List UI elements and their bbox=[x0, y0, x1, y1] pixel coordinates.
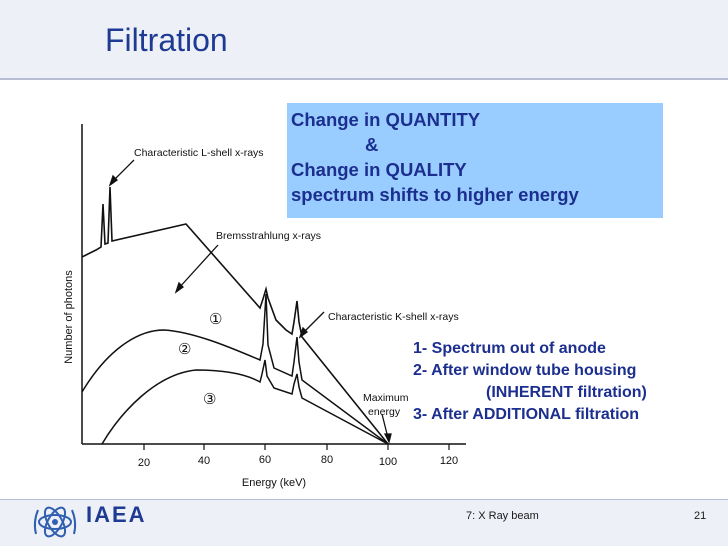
brems-label: Bremsstrahlung x-rays bbox=[216, 230, 321, 242]
spectrum-diagram: 20 40 60 80 100 120 Energy (keV) Number … bbox=[63, 124, 466, 489]
k-shell-label: Characteristic K-shell x-rays bbox=[328, 311, 459, 323]
page-number: 21 bbox=[694, 510, 707, 522]
legend-item-2: 2- After window tube housing bbox=[413, 362, 637, 379]
header-divider bbox=[0, 78, 728, 80]
x-tick-120: 120 bbox=[440, 455, 458, 467]
x-tick-20: 20 bbox=[138, 457, 150, 469]
x-tick-60: 60 bbox=[259, 454, 271, 466]
curve-marker-2: ② bbox=[178, 341, 191, 358]
x-tick-100: 100 bbox=[379, 456, 397, 468]
iaea-emblem-icon bbox=[33, 506, 77, 538]
max-energy-label-1: Maximum bbox=[363, 392, 409, 404]
callout-line-4: spectrum shifts to higher energy bbox=[291, 184, 579, 205]
curve-marker-1: ① bbox=[209, 311, 222, 328]
iaea-logo-text: IAEA bbox=[86, 502, 147, 527]
quantity-quality-callout: Change in QUANTITY & Change in QUALITY s… bbox=[287, 103, 663, 218]
curve-marker-3: ③ bbox=[203, 391, 216, 408]
l-shell-label: Characteristic L-shell x-rays bbox=[134, 147, 264, 159]
brems-arrow bbox=[177, 244, 219, 290]
slide-title: Filtration bbox=[105, 22, 228, 58]
curve-2-inherent bbox=[81, 293, 389, 445]
callout-line-1: Change in QUANTITY bbox=[291, 109, 481, 130]
callout-line-3: Change in QUALITY bbox=[291, 159, 467, 180]
x-axis-label: Energy (keV) bbox=[242, 477, 306, 489]
y-axis-label: Number of photons bbox=[63, 270, 75, 364]
legend-item-1: 1- Spectrum out of anode bbox=[413, 340, 606, 357]
x-tick-80: 80 bbox=[321, 454, 333, 466]
x-tick-40: 40 bbox=[198, 455, 210, 467]
slide-header bbox=[0, 0, 728, 78]
curve-legend: 1- Spectrum out of anode 2- After window… bbox=[413, 338, 647, 426]
callout-line-2: & bbox=[365, 134, 379, 155]
footer-section-label: 7: X Ray beam bbox=[466, 510, 539, 522]
slide-footer bbox=[0, 500, 728, 546]
curve-3-additional bbox=[101, 359, 389, 445]
legend-item-3: 3- After ADDITIONAL filtration bbox=[413, 406, 640, 423]
curve-1-anode bbox=[81, 186, 389, 445]
max-energy-label-2: energy bbox=[368, 406, 401, 418]
legend-item-2-note: (INHERENT filtration) bbox=[486, 384, 647, 401]
